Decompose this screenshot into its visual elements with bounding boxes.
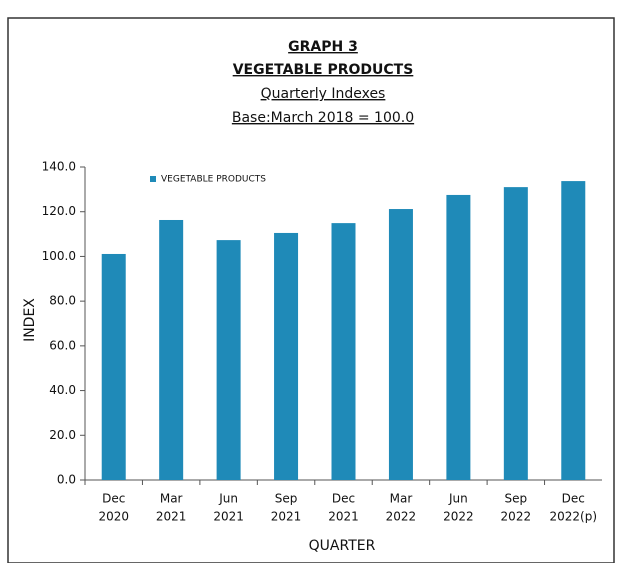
- y-tick-label: 60.0: [49, 338, 76, 352]
- bar: [388, 209, 413, 480]
- x-tick-label: Dec: [102, 492, 125, 506]
- y-tick-label: 120.0: [42, 204, 76, 218]
- x-tick-label: Dec: [332, 492, 355, 506]
- x-tick-label: 2022: [443, 510, 474, 524]
- x-tick-label: 2022: [386, 510, 417, 524]
- x-tick-label: 2022(p): [550, 510, 598, 524]
- x-tick-label: Sep: [505, 492, 528, 506]
- y-tick-label: 40.0: [49, 383, 76, 397]
- x-tick-label: Sep: [275, 492, 298, 506]
- legend-swatch: [150, 176, 156, 182]
- bar: [561, 181, 586, 480]
- x-tick-label: 2021: [271, 510, 302, 524]
- y-axis-label: INDEX: [22, 298, 38, 342]
- bar: [101, 253, 126, 480]
- x-tick-label: 2021: [156, 510, 187, 524]
- y-tick-label: 80.0: [49, 294, 76, 308]
- chart-subtitle: Quarterly Indexes: [261, 86, 386, 102]
- x-tick-label: 2021: [213, 510, 244, 524]
- y-tick-label: 140.0: [42, 160, 76, 174]
- x-tick-label: 2022: [501, 510, 532, 524]
- chart-title: VEGETABLE PRODUCTS: [233, 62, 414, 78]
- bar: [446, 194, 471, 481]
- x-tick-label: Dec: [562, 492, 585, 506]
- bar: [503, 187, 528, 480]
- x-tick-label: Jun: [448, 492, 468, 506]
- x-tick-label: Jun: [218, 492, 238, 506]
- bar: [274, 232, 299, 480]
- x-axis-label: QUARTER: [309, 538, 376, 554]
- bar: [159, 219, 184, 480]
- y-tick-label: 100.0: [42, 249, 76, 263]
- x-tick-label: 2021: [328, 510, 359, 524]
- x-tick-label: Mar: [390, 492, 413, 506]
- legend-label: VEGETABLE PRODUCTS: [161, 175, 266, 185]
- y-tick-label: 0.0: [57, 473, 76, 487]
- chart-subtitle: Base:March 2018 = 100.0: [232, 110, 414, 126]
- x-tick-label: Mar: [160, 492, 183, 506]
- bar: [331, 223, 356, 480]
- frame: [7, 17, 615, 563]
- y-tick-label: 20.0: [49, 428, 76, 442]
- x-tick-label: 2020: [98, 510, 129, 524]
- chart-title: GRAPH 3: [288, 39, 358, 55]
- bar: [216, 240, 241, 480]
